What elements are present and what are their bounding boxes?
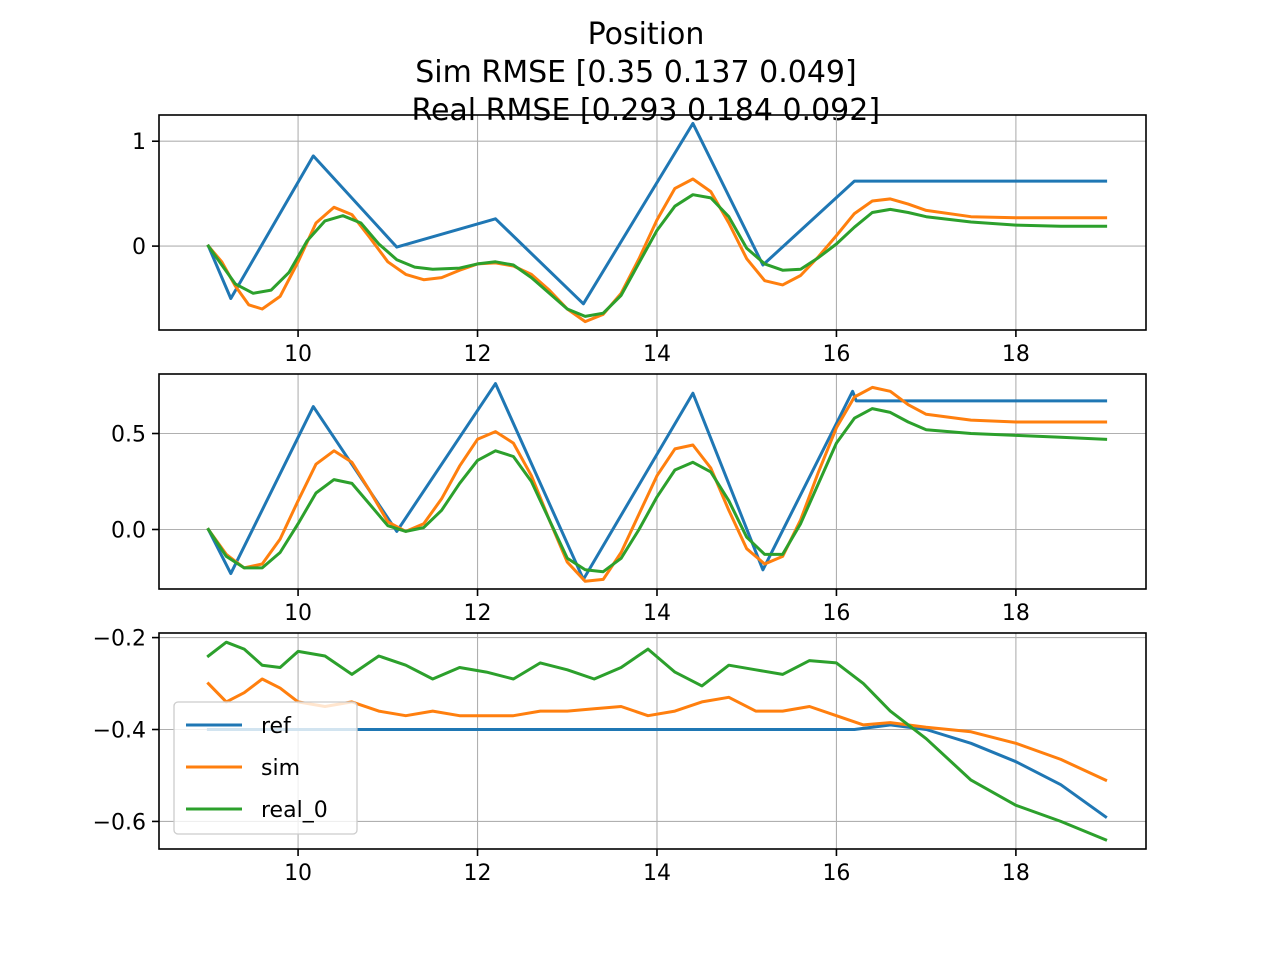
- legend-label-ref: ref: [261, 714, 292, 739]
- x-tick-label-0-3: 16: [822, 342, 850, 367]
- y-tick-label-0-1: 1: [132, 130, 146, 155]
- series-line-sim-0: [206, 177, 1108, 324]
- x-tick-label-1-2: 14: [643, 601, 671, 626]
- x-tick-label-1-4: 18: [1002, 601, 1030, 626]
- x-tick-label-0-0: 10: [284, 342, 312, 367]
- legend-label-sim: sim: [261, 756, 300, 781]
- y-tick-label-1-0: 0.0: [111, 518, 146, 543]
- legend-box: [173, 701, 358, 835]
- series-line-ref-2: [206, 723, 1108, 819]
- x-tick-label-2-4: 18: [1002, 861, 1030, 886]
- chart-title-line-3: Real RMSE [0.293 0.184 0.092]: [402, 93, 880, 128]
- series-line-real_0-1: [206, 407, 1108, 574]
- series-line-real_0-2: [206, 640, 1108, 842]
- x-tick-label-2-1: 12: [464, 861, 492, 886]
- x-tick-label-2-2: 14: [643, 861, 671, 886]
- y-tick-label-1-1: 0.5: [111, 423, 146, 448]
- series-line-sim-1: [206, 385, 1108, 583]
- y-tick-label-2-0: −0.2: [93, 627, 146, 652]
- y-tick-label-2-2: −0.6: [93, 810, 146, 835]
- x-tick-label-1-3: 16: [822, 601, 850, 626]
- x-tick-label-0-2: 14: [643, 342, 671, 367]
- x-tick-label-2-3: 16: [822, 861, 850, 886]
- x-tick-label-1-1: 12: [464, 601, 492, 626]
- y-tick-label-2-1: −0.4: [93, 719, 146, 744]
- axes-frame-1: [158, 373, 1147, 590]
- series-group-1: [206, 382, 1108, 583]
- x-tick-label-2-0: 10: [284, 861, 312, 886]
- y-tick-label-0-0: 0: [132, 235, 146, 260]
- chart-title-line-1: Position: [588, 17, 705, 52]
- x-tick-label-0-1: 12: [464, 342, 492, 367]
- series-line-ref-0: [206, 121, 1108, 306]
- subplot-position-x: 10 12 14 16 18 0 1: [132, 114, 1147, 367]
- axes-frame-0: [158, 114, 1147, 331]
- x-tick-label-0-4: 18: [1002, 342, 1030, 367]
- legend-label-real_0: real_0: [261, 798, 328, 823]
- x-tick-label-1-0: 10: [284, 601, 312, 626]
- axes-frame-2: [158, 632, 1147, 850]
- series-group-0: [206, 121, 1108, 324]
- chart-title-line-2: Sim RMSE [0.35 0.137 0.049]: [415, 55, 856, 90]
- series-line-real_0-0: [206, 193, 1108, 318]
- subplot-position-y: 10 12 14 16 18 0.0 0.5: [111, 373, 1147, 626]
- legend: ref sim real_0: [173, 701, 358, 835]
